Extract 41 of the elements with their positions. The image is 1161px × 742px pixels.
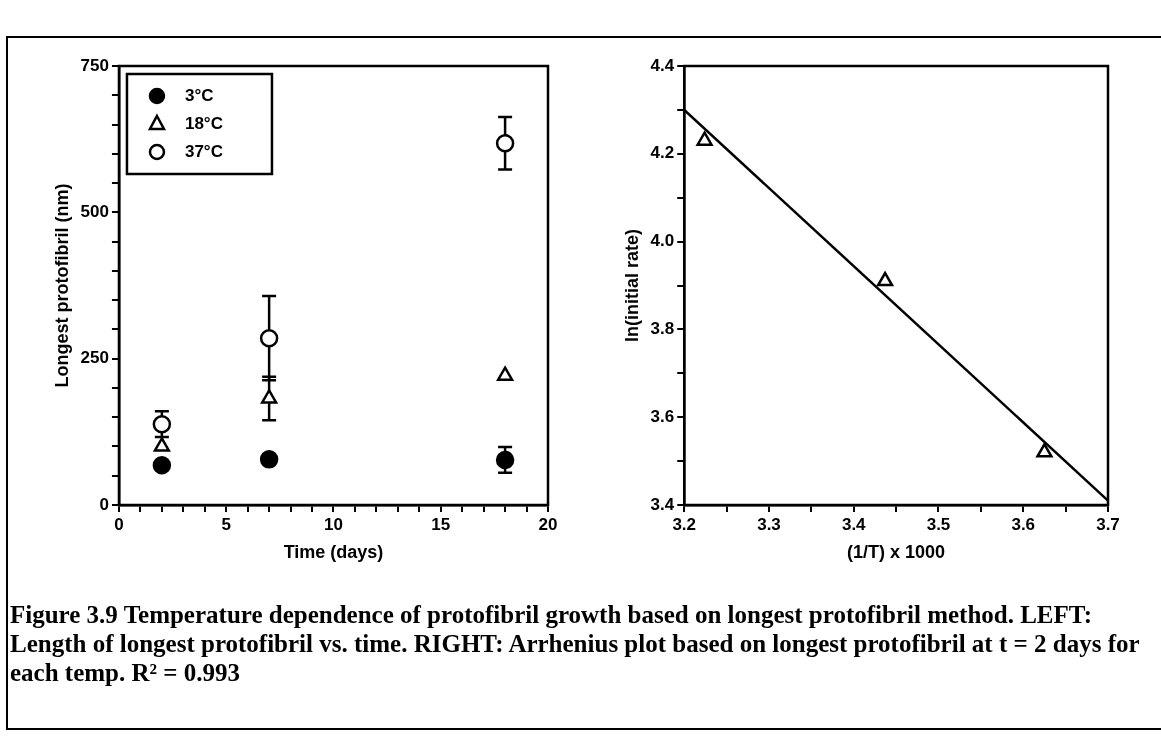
legend-label: 37°C xyxy=(184,141,223,161)
x-tick-label: 3.3 xyxy=(757,514,781,534)
x-tick-label: 10 xyxy=(324,514,343,534)
y-tick-label: 4.4 xyxy=(650,55,675,75)
x-tick-label: 20 xyxy=(538,514,558,534)
caption: Figure 3.9 Temperature dependence of protofibril growth based on longest protofibril method. LEFT: Length of longest protofibril vs. time. RIGHT: Arrhenius plot based on longest protofibril at t = 2 days for each temp. R² = 0.993 xyxy=(10,600,1140,687)
point xyxy=(495,450,515,470)
x-tick-label: 0 xyxy=(114,514,124,534)
y-tick-label: 250 xyxy=(80,348,109,368)
point xyxy=(876,271,894,287)
point xyxy=(259,450,279,469)
y-tick-label: 3.8 xyxy=(650,319,675,339)
y-tick-label: 750 xyxy=(80,55,109,75)
point xyxy=(495,134,515,153)
point xyxy=(260,389,278,404)
x-axis-title: (1/T) x 1000 xyxy=(847,542,946,563)
y-tick-label: 500 xyxy=(80,202,109,222)
x-tick-label: 3.4 xyxy=(841,514,867,534)
point xyxy=(152,455,172,475)
y-tick-label: 4.2 xyxy=(650,143,675,163)
x-tick-label: 3.5 xyxy=(926,514,951,534)
point xyxy=(1036,443,1053,458)
point xyxy=(496,366,514,381)
y-tick-label: 3.6 xyxy=(650,406,675,426)
x-tick-label: 3.7 xyxy=(1096,514,1120,534)
point xyxy=(152,414,172,434)
legend-label: 3°C xyxy=(184,85,214,105)
y-tick-label: 3.4 xyxy=(650,494,675,514)
point xyxy=(259,328,279,348)
x-tick-label: 5 xyxy=(221,514,231,534)
x-tick-label: 3.6 xyxy=(1011,514,1036,534)
x-tick-label: 3.2 xyxy=(672,514,697,534)
y-axis-title: ln(initial rate) xyxy=(621,228,642,343)
y-tick-label: 4.0 xyxy=(650,231,675,251)
point xyxy=(696,131,713,146)
point xyxy=(153,437,171,452)
y-tick-label: 0 xyxy=(99,494,109,514)
x-axis-title: Time (days) xyxy=(283,542,384,563)
x-tick-label: 15 xyxy=(431,514,451,534)
legend-label: 18°C xyxy=(184,113,223,133)
y-axis-title: Longest protofibril (nm) xyxy=(51,183,72,388)
